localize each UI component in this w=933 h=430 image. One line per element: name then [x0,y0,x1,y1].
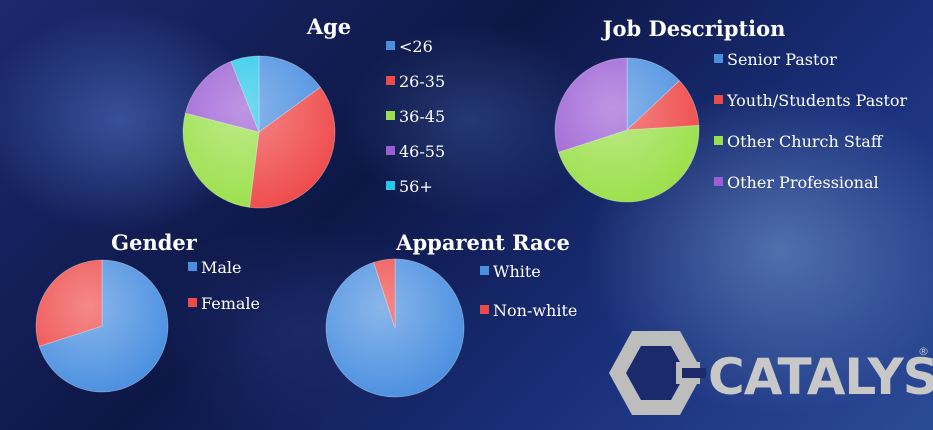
age-legend-swatch-26-35 [386,76,395,85]
race-legend: White Non-white [480,262,577,320]
race-pie [325,258,465,398]
age-legend-swatch-36-45 [386,111,395,120]
job-legend-swatch-other-professional [714,177,723,186]
registered-mark: ® [918,345,929,358]
age-legend-swatch-46-55 [386,146,395,155]
gender-legend-swatch-male [188,262,197,271]
job-legend-label-senior-pastor: Senior Pastor [727,50,837,69]
race-legend-label-white: White [493,262,541,281]
catalyst-logo: CATALYST ® [609,331,933,415]
job-legend-label-other-church-staff: Other Church Staff [727,132,884,151]
race-legend-swatch-white [480,266,489,275]
job-chart-title: Job Description [601,16,786,41]
age-chart-title: Age [306,14,351,39]
race-legend-swatch-non-white [480,305,489,314]
job-legend-swatch-other-church-staff [714,136,723,145]
age-legend-label-36-45: 36-45 [399,107,445,126]
job-legend-swatch-youth-students-pastor [714,95,723,104]
age-legend: <26 26-35 36-45 46-55 56+ [386,37,445,196]
age-legend-label-26-35: 26-35 [399,72,445,91]
job-legend-swatch-senior-pastor [714,54,723,63]
gender-pie-gloss [36,260,168,392]
gender-legend-label-female: Female [201,294,260,313]
job-legend-label-other-professional: Other Professional [727,173,879,192]
age-legend-label-26: <26 [399,37,433,56]
job-pie-gloss [555,58,699,202]
age-pie [182,55,336,209]
age-legend-label-56: 56+ [399,177,433,196]
age-legend-swatch-56 [386,181,395,190]
race-chart-title: Apparent Race [395,230,570,255]
gender-legend-swatch-female [188,298,197,307]
job-pie [554,57,700,203]
race-legend-label-non-white: Non-white [493,301,577,320]
job-legend: Senior Pastor Youth/Students Pastor Other … [714,50,908,192]
gender-legend: Male Female [188,258,260,313]
age-pie-gloss [183,56,335,208]
catalyst-wordmark: CATALYST [708,348,933,406]
gender-chart-title: Gender [111,230,198,255]
age-legend-swatch-26 [386,41,395,50]
gender-legend-label-male: Male [201,258,242,277]
job-legend-label-youth-students-pastor: Youth/Students Pastor [726,91,908,110]
age-legend-label-46-55: 46-55 [399,142,445,161]
gender-pie [35,259,169,393]
catalyst-hexagon-icon [609,331,706,415]
race-pie-gloss [326,259,464,397]
